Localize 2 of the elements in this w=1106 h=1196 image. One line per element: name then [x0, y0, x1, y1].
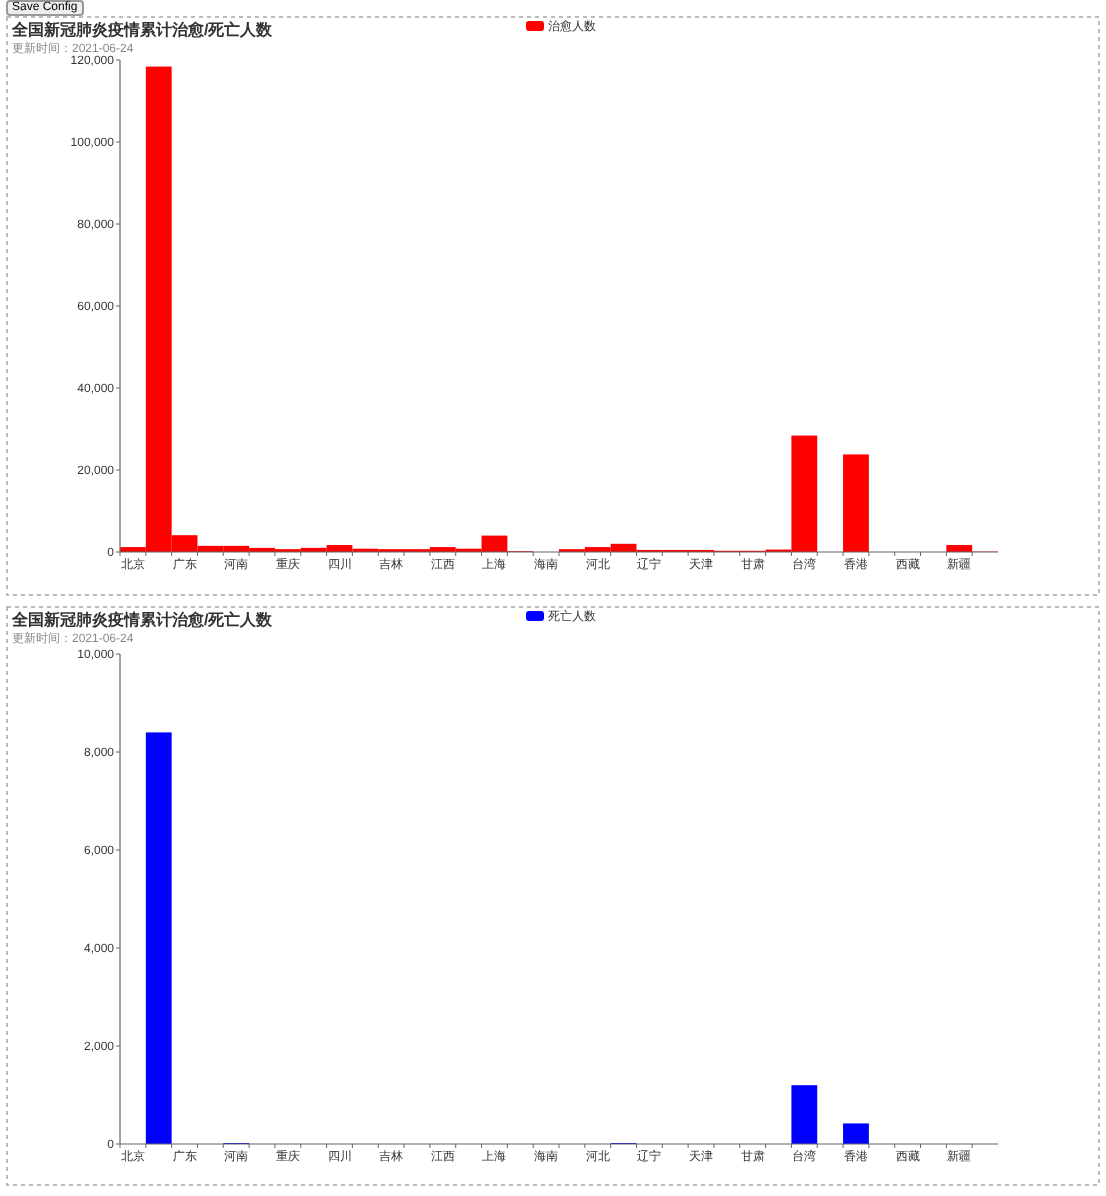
chart-title: 全国新冠肺炎疫情累计治愈/死亡人数 [10, 609, 275, 629]
chart-title: 全国新冠肺炎疫情累计治愈/死亡人数 [10, 19, 275, 39]
